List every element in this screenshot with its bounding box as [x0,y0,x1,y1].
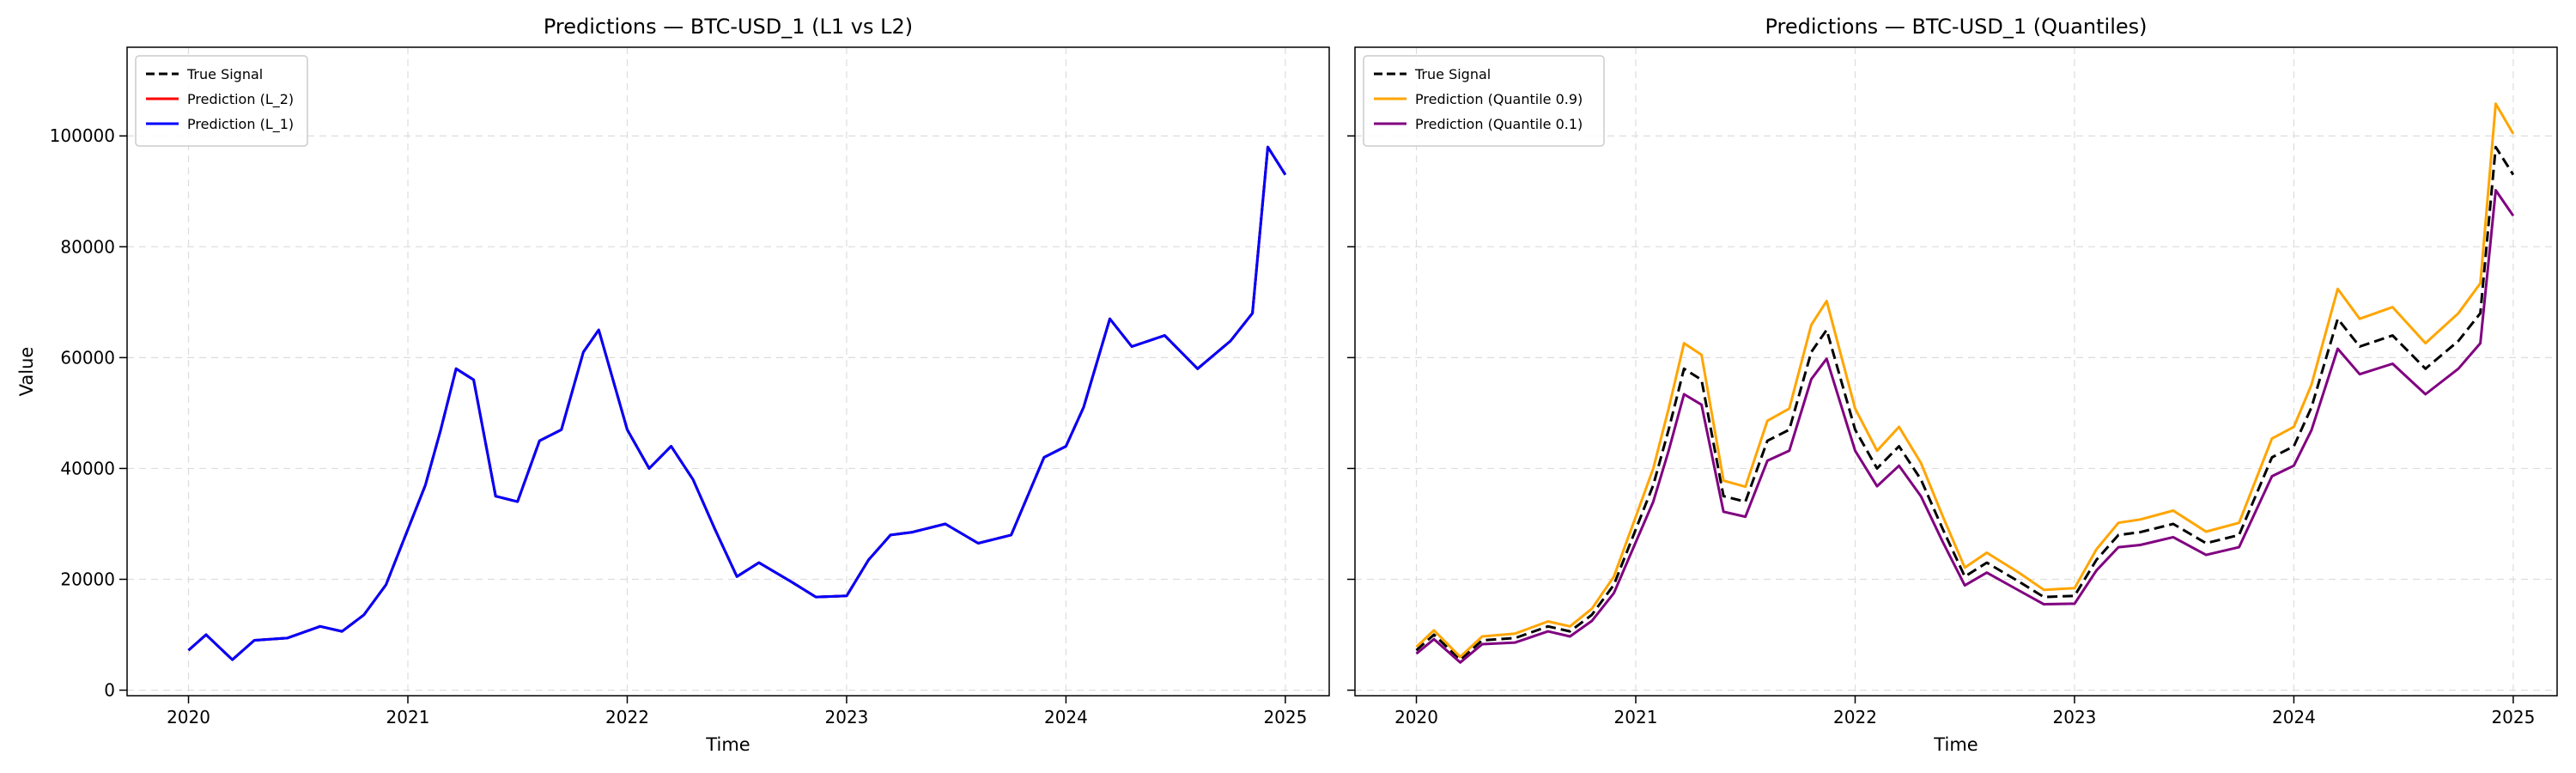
x-tick-label: 2021 [1614,707,1658,727]
x-tick-label: 2025 [1263,707,1307,727]
x-tick-label: 2022 [605,707,649,727]
x-axis-label: Time [705,734,750,755]
legend-label-2: Prediction (Quantile 0.1) [1415,116,1583,132]
series-line-1 [1415,102,2515,659]
chart-title: Predictions — BTC-USD_1 (L1 vs L2) [544,15,913,39]
y-axis-label: Value [16,347,37,397]
plot-frame [126,46,1330,697]
legend-label-1: Prediction (L_2) [187,91,294,108]
legend-box [1363,55,1605,147]
y-tick-label: 80000 [60,236,115,257]
x-tick-label: 2024 [2272,707,2316,727]
x-axis-label: Time [1933,734,1978,755]
legend-label-0: True Signal [186,66,263,82]
y-tick-label: 40000 [60,458,115,478]
x-tick-label: 2025 [2491,707,2535,727]
y-tick-label: 100000 [50,125,115,146]
x-tick-label: 2020 [1394,707,1438,727]
x-tick-label: 2022 [1833,707,1877,727]
x-tick-label: 2021 [386,707,430,727]
x-tick-label: 2020 [167,707,210,727]
x-tick-label: 2024 [1044,707,1088,727]
chart-l1-vs-l2: 2020 2021 2022 2023 2024 2025 0 20000 40000 60000… [16,15,1330,755]
x-tick-label: 2023 [825,707,869,727]
plot-frame [1354,46,2558,697]
chart-quantiles: 2020 2021 2022 2023 2024 2025 Predictions — BT… [1347,15,2558,755]
series-line-2 [187,145,1287,661]
legend-label-0: True Signal [1414,66,1491,82]
chart-title: Predictions — BTC-USD_1 (Quantiles) [1765,15,2147,39]
legend-label-2: Prediction (L_1) [187,116,294,133]
y-tick-label: 0 [104,680,115,701]
legend-label-1: Prediction (Quantile 0.9) [1415,91,1583,107]
y-tick-label: 60000 [60,347,115,368]
series-line-2 [1415,189,2515,664]
x-tick-label: 2023 [2053,707,2097,727]
y-tick-label: 20000 [60,569,115,589]
